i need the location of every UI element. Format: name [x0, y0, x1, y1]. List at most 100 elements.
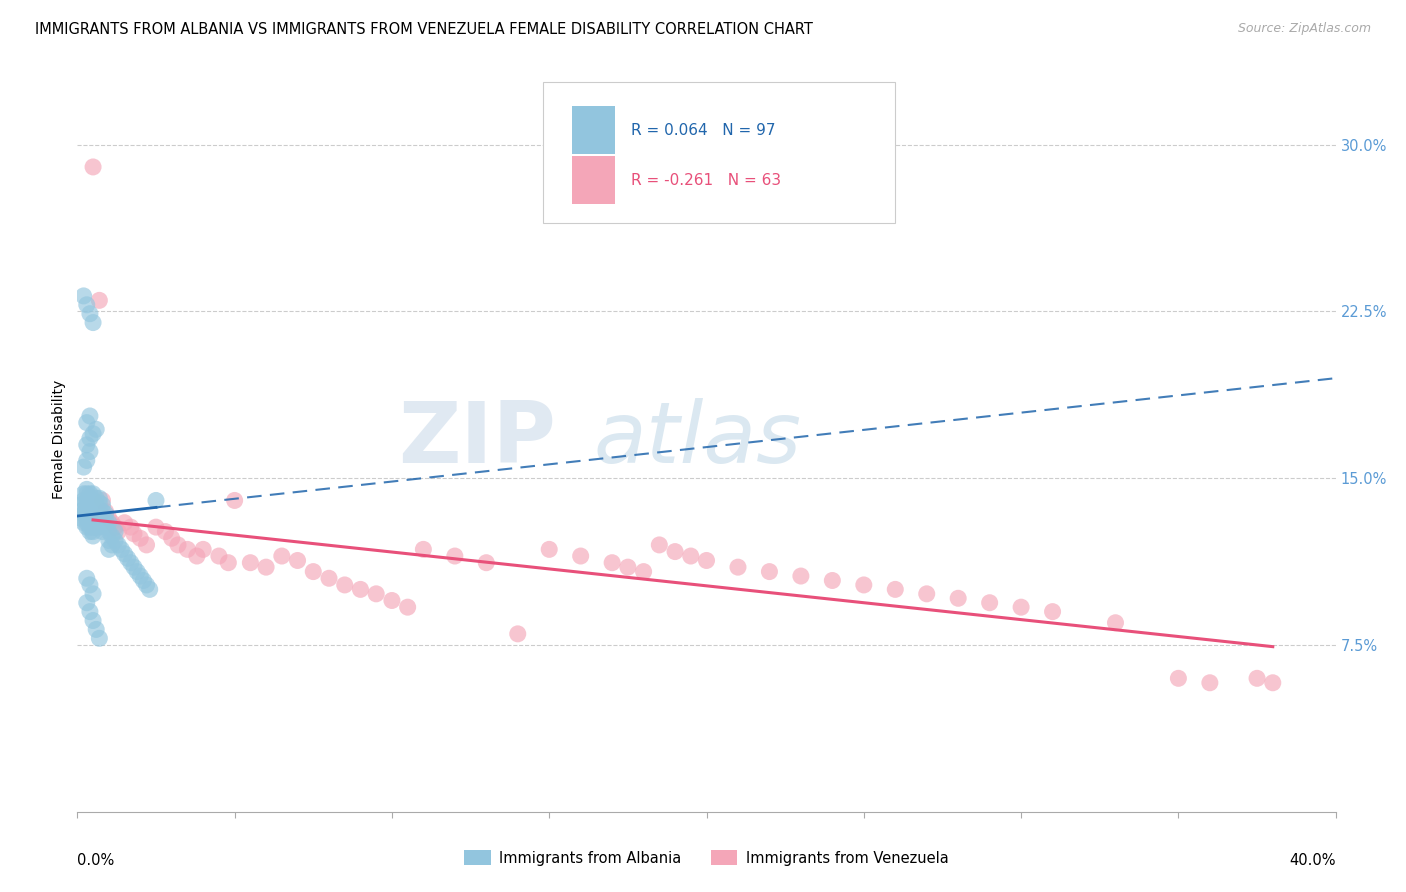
Point: [79, 507, 101, 521]
Text: 0.0%: 0.0%: [77, 853, 114, 868]
Point: [97, 542, 120, 557]
Point: [948, 591, 970, 606]
Point: [94, 505, 117, 519]
Point: [89, 516, 111, 530]
Point: [72, 507, 94, 521]
Point: [94, 513, 117, 527]
Point: [79, 516, 101, 530]
Point: [76, 502, 98, 516]
Point: [82, 507, 104, 521]
Point: [412, 542, 434, 557]
Point: [89, 632, 111, 646]
Point: [79, 307, 101, 321]
Point: [101, 538, 124, 552]
Point: [82, 160, 104, 174]
Point: [76, 498, 98, 512]
Point: [82, 520, 104, 534]
Point: [79, 511, 101, 525]
Point: [664, 544, 686, 558]
Point: [82, 529, 104, 543]
Point: [101, 529, 124, 543]
Text: Source: ZipAtlas.com: Source: ZipAtlas.com: [1237, 22, 1371, 36]
Point: [101, 516, 124, 530]
Point: [475, 556, 498, 570]
Point: [366, 587, 388, 601]
Point: [538, 542, 561, 557]
Point: [224, 493, 246, 508]
Point: [79, 502, 101, 516]
Point: [155, 524, 177, 539]
Text: IMMIGRANTS FROM ALBANIA VS IMMIGRANTS FROM VENEZUELA FEMALE DISABILITY CORRELATI: IMMIGRANTS FROM ALBANIA VS IMMIGRANTS FR…: [35, 22, 813, 37]
Point: [191, 542, 215, 557]
Point: [91, 505, 114, 519]
Point: [76, 493, 98, 508]
Point: [82, 498, 104, 512]
Point: [72, 487, 94, 501]
Point: [648, 538, 671, 552]
Point: [1010, 600, 1032, 615]
FancyBboxPatch shape: [572, 106, 614, 154]
Point: [979, 596, 1001, 610]
Point: [97, 533, 120, 548]
Point: [444, 549, 467, 563]
Point: [94, 520, 117, 534]
Point: [852, 578, 875, 592]
Point: [79, 487, 101, 501]
Point: [97, 524, 120, 539]
Point: [287, 553, 309, 567]
Text: ZIP: ZIP: [398, 398, 555, 481]
Point: [160, 531, 183, 545]
Point: [104, 533, 127, 548]
Point: [145, 520, 167, 534]
Point: [84, 511, 107, 525]
Point: [821, 574, 844, 588]
Point: [89, 508, 111, 523]
Point: [600, 556, 623, 570]
Point: [135, 578, 157, 592]
Point: [120, 520, 142, 534]
Point: [69, 511, 91, 525]
Point: [884, 582, 907, 597]
Point: [91, 511, 114, 525]
Point: [727, 560, 749, 574]
Point: [104, 524, 127, 539]
Point: [1246, 671, 1268, 685]
Point: [1104, 615, 1126, 630]
Point: [79, 578, 101, 592]
Point: [84, 623, 107, 637]
Text: R = -0.261   N = 63: R = -0.261 N = 63: [631, 173, 782, 187]
Point: [1167, 671, 1189, 685]
Point: [76, 596, 98, 610]
Point: [84, 422, 107, 436]
Point: [79, 498, 101, 512]
Y-axis label: Female Disability: Female Disability: [52, 380, 66, 499]
Point: [82, 493, 104, 508]
Point: [1199, 675, 1222, 690]
Point: [120, 556, 142, 570]
Point: [79, 493, 101, 508]
Point: [97, 511, 120, 525]
Point: [270, 549, 292, 563]
Point: [72, 493, 94, 508]
Point: [633, 565, 655, 579]
Point: [569, 549, 592, 563]
Point: [79, 605, 101, 619]
Point: [318, 571, 340, 585]
Point: [82, 502, 104, 516]
Point: [82, 516, 104, 530]
Point: [72, 460, 94, 475]
Point: [381, 593, 404, 607]
Point: [114, 516, 136, 530]
Point: [76, 520, 98, 534]
Point: [79, 520, 101, 534]
Point: [76, 438, 98, 452]
Point: [107, 538, 129, 552]
Point: [89, 502, 111, 516]
Point: [349, 582, 371, 597]
Point: [91, 498, 114, 512]
Point: [138, 582, 160, 597]
Point: [254, 560, 277, 574]
Point: [132, 574, 155, 588]
Point: [79, 444, 101, 458]
Point: [69, 498, 91, 512]
